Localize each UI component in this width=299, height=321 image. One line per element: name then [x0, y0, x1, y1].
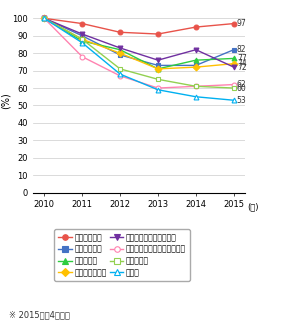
Text: 60: 60	[237, 83, 247, 92]
Text: 74: 74	[237, 59, 247, 68]
Text: 82: 82	[237, 45, 246, 54]
Text: 53: 53	[237, 96, 247, 105]
Legend: 有線通信機器, 無線通信機器, ビデオ機器, 電子計算機本体, 電子計算機・同附属装置, パソコン（デスクトップ型）, 携帯電話機, テレビ: 有線通信機器, 無線通信機器, ビデオ機器, 電子計算機本体, 電子計算機・同附…	[54, 229, 190, 281]
Text: 62: 62	[237, 80, 246, 89]
Text: ※ 2015年は4月時点: ※ 2015年は4月時点	[9, 310, 70, 319]
Y-axis label: (%): (%)	[1, 93, 11, 109]
Text: 97: 97	[237, 19, 247, 28]
Text: (年): (年)	[247, 203, 259, 212]
Text: 77: 77	[237, 54, 247, 63]
Text: 72: 72	[237, 63, 246, 72]
